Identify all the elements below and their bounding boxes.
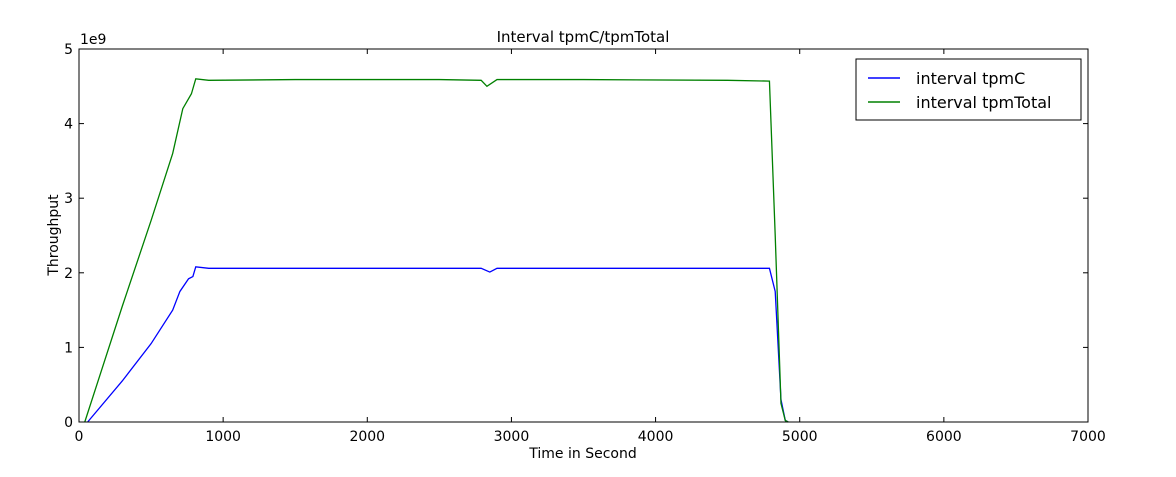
y-tick-label: 1 bbox=[64, 340, 73, 356]
legend-label: interval tpmTotal bbox=[916, 93, 1051, 112]
y-tick-label: 2 bbox=[64, 266, 73, 282]
x-axis-label: Time in Second bbox=[528, 446, 636, 462]
x-tick-label: 2000 bbox=[349, 429, 385, 445]
legend-box bbox=[855, 58, 1082, 121]
x-tick-label: 3000 bbox=[494, 429, 530, 445]
series-line-0 bbox=[87, 266, 789, 423]
x-tick-label: 5000 bbox=[782, 429, 818, 445]
legend-label: interval tpmC bbox=[916, 69, 1025, 88]
y-tick-label: 5 bbox=[64, 42, 73, 58]
x-tick-label: 6000 bbox=[926, 429, 962, 445]
x-tick-label: 4000 bbox=[638, 429, 674, 445]
y-scale-label: 1e9 bbox=[80, 32, 106, 48]
plot-frame bbox=[78, 48, 1089, 423]
x-tick-label: 1000 bbox=[205, 429, 241, 445]
y-axis-label: Throughput bbox=[46, 194, 62, 277]
chart-title: Interval tpmC/tpmTotal bbox=[497, 28, 670, 46]
y-tick-label: 4 bbox=[64, 117, 73, 133]
legend: interval tpmC interval tpmTotal bbox=[855, 58, 1082, 121]
series-line-1 bbox=[84, 78, 789, 423]
y-tick-label: 0 bbox=[64, 415, 73, 431]
x-tick-label: 0 bbox=[75, 429, 84, 445]
y-tick-label: 3 bbox=[64, 191, 73, 207]
x-tick-label: 7000 bbox=[1070, 429, 1106, 445]
